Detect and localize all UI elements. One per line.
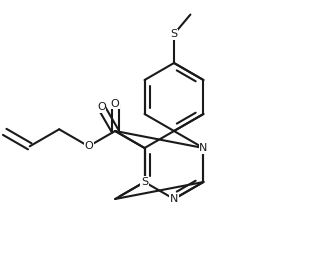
- Text: N: N: [170, 194, 178, 204]
- Text: O: O: [84, 141, 93, 151]
- Text: O: O: [97, 103, 106, 112]
- Text: O: O: [111, 99, 119, 109]
- Text: S: S: [171, 29, 178, 39]
- Text: S: S: [141, 177, 148, 187]
- Text: N: N: [199, 143, 208, 153]
